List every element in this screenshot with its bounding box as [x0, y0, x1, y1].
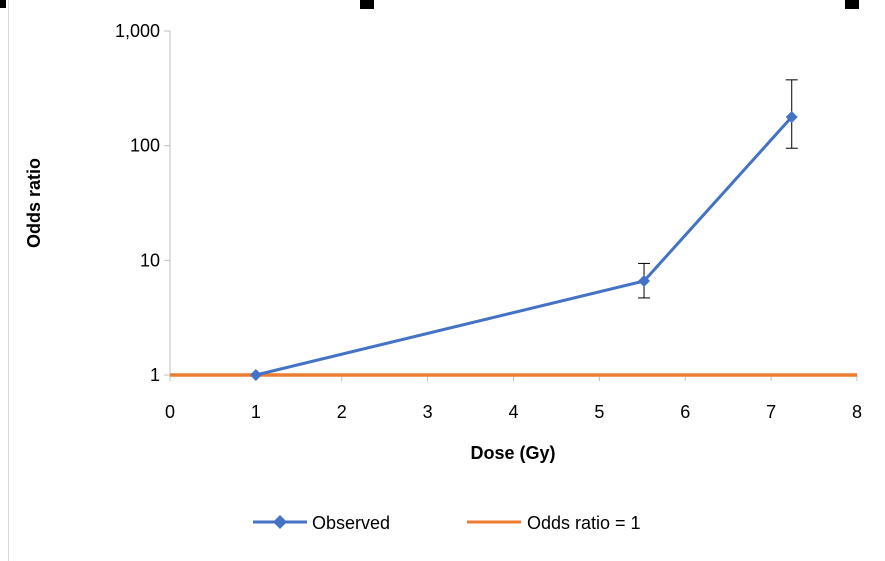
legend-marker-observed — [273, 515, 287, 529]
x-tick-label: 1 — [251, 402, 261, 422]
y-axis-title: Odds ratio — [24, 158, 44, 248]
x-tick-label: 5 — [594, 402, 604, 422]
x-tick-label: 6 — [680, 402, 690, 422]
title-fragment — [0, 0, 6, 8]
title-fragment — [845, 0, 859, 9]
legend-label-odds-ratio-1: Odds ratio = 1 — [527, 513, 641, 533]
x-tick-label: 4 — [508, 402, 518, 422]
x-axis-title: Dose (Gy) — [470, 443, 555, 463]
x-tick-label: 3 — [423, 402, 433, 422]
y-tick-label: 10 — [140, 250, 160, 270]
legend-label-observed: Observed — [312, 513, 390, 533]
y-tick-label: 1,000 — [115, 21, 160, 41]
x-tick-label: 8 — [852, 402, 862, 422]
y-tick-label: 1 — [150, 365, 160, 385]
y-tick-label: 100 — [130, 136, 160, 156]
x-tick-label: 7 — [766, 402, 776, 422]
series-line-observed — [255, 115, 793, 377]
legend: Observed Odds ratio = 1 — [253, 513, 641, 533]
data-point-observed — [249, 369, 262, 381]
data-point-observed — [638, 275, 651, 288]
title-fragment — [360, 0, 374, 9]
data-point-observed — [785, 110, 798, 123]
legend-item-observed: Observed — [253, 513, 390, 533]
x-tick-label: 0 — [165, 402, 175, 422]
legend-item-odds-ratio-1: Odds ratio = 1 — [467, 513, 641, 533]
x-tick-label: 2 — [337, 402, 347, 422]
clipped-title-fragments — [0, 0, 859, 9]
